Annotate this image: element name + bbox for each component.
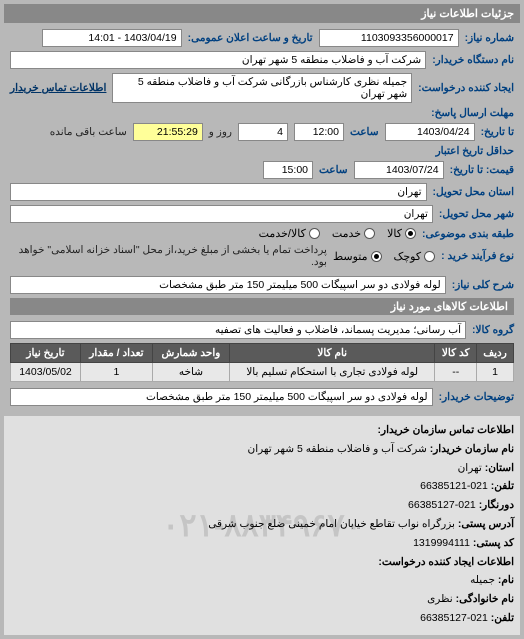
delivery-state-label: استان محل تحویل: [433,186,514,198]
td-row: 1 [477,363,514,382]
buyer-notes-label: توضیحات خریدار: [439,391,514,403]
name-label: نام: [498,574,514,586]
org-value: شرکت آب و فاضلاب منطقه 5 شهر تهران [248,443,427,455]
th-unit: واحد شمارش [152,344,229,363]
creator-request-value: جمیله نظری کارشناس بازرگانی شرکت آب و فا… [112,73,412,103]
td-name: لوله فولادی تجاری با استحکام تسلیم بالا [230,363,435,382]
delivery-city-label: شهر محل تحویل: [439,208,514,220]
goods-info-title: اطلاعات کالاهای مورد نیاز [10,298,514,315]
deadline-date: 1403/04/24 [385,123,475,141]
deadline-send-label: مهلت ارسال پاسخ: [431,107,514,119]
category-radio-group: کالا خدمت کالا/خدمت [259,227,416,240]
postal-addr-value: بزرگراه نواب تقاطع خیابان امام خمینی ضلع… [208,518,455,530]
validity-label: حداقل تاریخ اعتبار [436,145,514,157]
contact-link[interactable]: اطلاعات تماس خریدار [10,82,106,94]
th-row: ردیف [477,344,514,363]
phone-value: 021-66385121 [420,480,488,492]
family-value: نظری [427,593,453,605]
fax-value: 021-66385127 [408,499,476,511]
proc-small-label: کوچک [394,250,422,263]
buyer-device-label: نام دستگاه خریدار: [432,54,514,66]
creator-phone-label: تلفن: [491,612,514,624]
goods-group-label: گروه کالا: [472,324,514,336]
remain-time: 21:55:29 [133,123,203,141]
proc-small-option[interactable]: کوچک [394,250,436,263]
process-note: پرداخت تمام یا بخشی از مبلغ خرید،از محل … [10,244,327,268]
cat-goods-label: کالا [387,227,402,240]
validity-time: 15:00 [263,161,313,179]
goods-group: آب رسانی؛ مدیریت پسماند، فاضلاب و فعالیت… [10,321,466,339]
postal-code-label: کد پستی: [473,537,514,549]
name-value: جمیله [470,574,495,586]
td-qty: 1 [81,363,153,382]
postal-code-value: 1319994111 [413,537,470,549]
validity-time-label: ساعت [319,164,348,176]
province-label: استان: [485,462,514,474]
th-code: کد کالا [435,344,477,363]
postal-addr-label: آدرس پستی: [458,518,514,530]
deadline-until-label: تا تاریخ: [481,126,514,138]
deadline-time: 12:00 [294,123,344,141]
deadline-time-label: ساعت [350,126,379,138]
need-number-value: 1103093356000017 [319,29,459,47]
announce-value: 1403/04/19 - 14:01 [42,29,182,47]
radio-icon [424,251,435,262]
org-label: نام سازمان خریدار: [430,443,514,455]
need-desc-label: شرح کلی نیاز: [452,279,514,291]
td-unit: شاخه [152,363,229,382]
process-label: نوع فرآیند خرید : [441,250,514,262]
remain-suffix: ساعت باقی مانده [50,126,127,138]
remain-and: روز و [209,126,232,138]
radio-icon [371,251,382,262]
cat-service-option[interactable]: خدمت [332,227,375,240]
td-code: -- [435,363,477,382]
cat-goods-option[interactable]: کالا [387,227,416,240]
radio-icon [364,228,375,239]
cat-service-label: خدمت [332,227,361,240]
category-label: طبقه بندی موضوعی: [422,228,514,240]
buyer-notes: لوله فولادی دو سر اسپیگات 500 میلیمتر 15… [10,388,433,406]
section-title: جزئیات اطلاعات نیاز [4,4,520,23]
validity-date: 1403/07/24 [354,161,444,179]
cat-goods-service-option[interactable]: کالا/خدمت [259,227,320,240]
proc-medium-option[interactable]: متوسط [333,250,382,263]
footer-title: اطلاعات تماس سازمان خریدار: [10,422,514,439]
goods-table: ردیف کد کالا نام کالا واحد شمارش تعداد /… [10,343,514,382]
process-radio-group: کوچک متوسط [333,250,435,263]
delivery-state: تهران [10,183,427,201]
need-number-label: شماره نیاز: [465,32,514,44]
creator-info-title: اطلاعات ایجاد کننده درخواست: [10,554,514,571]
th-qty: تعداد / مقدار [81,344,153,363]
buyer-device-value: شرکت آب و فاضلاب منطقه 5 شهر تهران [10,51,426,69]
family-label: نام خانوادگی: [456,593,514,605]
creator-request-label: ایجاد کننده درخواست: [418,82,514,94]
need-desc: لوله فولادی دو سر اسپیگات 500 میلیمتر 15… [10,276,446,294]
radio-icon [309,228,320,239]
td-date: 1403/05/02 [11,363,81,382]
th-name: نام کالا [230,344,435,363]
delivery-city: تهران [10,205,433,223]
cat-goods-service-label: کالا/خدمت [259,227,306,240]
th-date: تاریخ نیاز [11,344,81,363]
creator-phone-value: 021-66385127 [420,612,488,624]
radio-icon [405,228,416,239]
remain-days: 4 [238,123,288,141]
validity-until-label: قیمت: تا تاریخ: [450,164,514,176]
proc-medium-label: متوسط [333,250,368,263]
fax-label: دورنگار: [479,499,514,511]
phone-label: تلفن: [491,480,514,492]
footer-box: ۰۲۱-۸۸۳۴۹۶۷۰ اطلاعات تماس سازمان خریدار:… [4,416,520,635]
table-row: 1 -- لوله فولادی تجاری با استحکام تسلیم … [11,363,514,382]
announce-label: تاریخ و ساعت اعلان عمومی: [188,32,313,44]
province-value: تهران [458,462,482,474]
